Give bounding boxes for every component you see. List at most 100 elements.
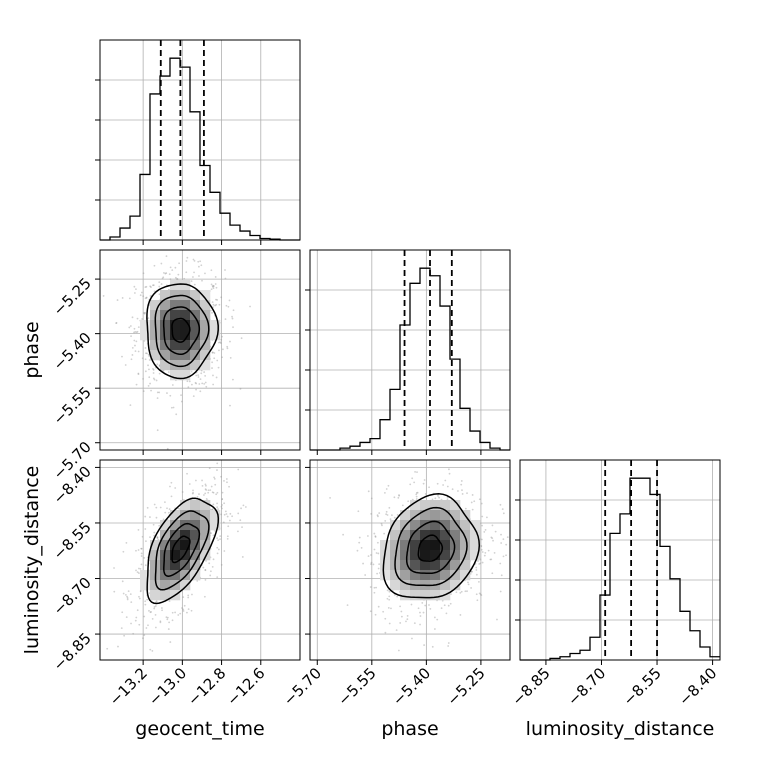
sample-point [373,586,376,589]
sample-point [467,583,470,586]
sample-point [393,593,396,596]
sample-point [196,496,199,498]
sample-point [194,479,197,482]
sample-point [224,269,226,271]
sample-point [137,572,140,575]
sample-point [144,311,146,314]
sample-point [226,481,228,484]
sample-point [171,269,174,271]
sample-point [220,513,223,516]
sample-point [481,551,484,553]
sample-point [399,605,402,608]
sample-point [145,296,148,299]
sample-point [191,383,193,386]
density-cell [140,320,151,331]
sample-point [209,570,212,573]
sample-point [149,536,151,539]
sample-point [147,364,149,367]
density-cell [190,540,201,551]
hist-bar [250,236,260,240]
sample-point [211,508,214,511]
sample-point [389,518,392,521]
density-cell [200,330,211,341]
sample-point [372,563,375,566]
density-cell [460,520,471,531]
sample-point [163,271,165,274]
sample-point [193,283,196,286]
sample-point [139,567,142,570]
density-cell [470,520,481,531]
sample-point [422,482,425,485]
sample-point [213,357,216,360]
sample-point [152,367,154,370]
density-cell [450,550,461,561]
hist-bar [410,283,420,450]
sample-point [130,622,132,625]
sample-point [182,596,185,599]
sample-point [187,386,190,389]
contour-line [146,283,219,380]
sample-point [143,339,146,342]
hist-bar [680,611,690,660]
sample-point [188,483,191,485]
sample-point [227,305,230,308]
sample-point [470,501,473,504]
sample-point [364,574,367,576]
x-axis-label-phase: phase [381,718,438,740]
sample-point [144,564,147,567]
sample-point [193,271,195,274]
sample-point [145,285,148,288]
density-cell [200,340,211,351]
density-cell [140,330,151,341]
sample-point [373,548,376,551]
sample-point [210,485,213,488]
sample-point [158,281,161,284]
sample-point [358,541,361,544]
sample-point [176,278,179,280]
sample-point [142,378,144,380]
density-cell [150,550,161,561]
sample-point [373,532,376,535]
hist-bar [150,94,160,240]
sample-point [478,563,481,565]
sample-point [144,528,147,530]
sample-point [223,513,226,516]
sample-point [415,495,418,498]
sample-point [388,506,391,509]
sample-point [158,524,161,527]
sample-point [387,484,390,487]
sample-point [155,600,158,603]
sample-point [446,485,449,488]
density-cell [400,550,411,561]
sample-point [121,355,123,358]
sample-point [416,491,419,494]
density-cell [180,310,191,321]
density-cell [460,560,471,571]
sample-point [178,262,181,265]
sample-point [204,483,207,486]
sample-point [431,645,434,648]
sample-point [113,567,115,569]
density-cell [410,550,421,561]
density-cell [200,500,211,511]
density-cell [470,530,481,541]
sample-point [437,495,439,497]
sample-point [143,312,145,314]
density-cell [190,550,201,561]
sample-point [223,502,226,505]
density-cell [440,550,451,561]
y-tick-label: −8.70 [50,574,95,619]
density-cell [190,290,201,301]
sample-point [129,404,132,406]
y-axis-label-luminosity_distance: luminosity_distance [21,466,43,655]
density-cell [150,300,161,311]
sample-point [139,294,142,297]
sample-point [152,372,155,374]
sample-point [124,594,127,596]
sample-point [512,548,514,550]
hist-bar [390,389,400,450]
density-cell [200,360,211,371]
sample-point [136,317,139,320]
density-cell [450,570,461,581]
hist-bar [210,192,220,240]
